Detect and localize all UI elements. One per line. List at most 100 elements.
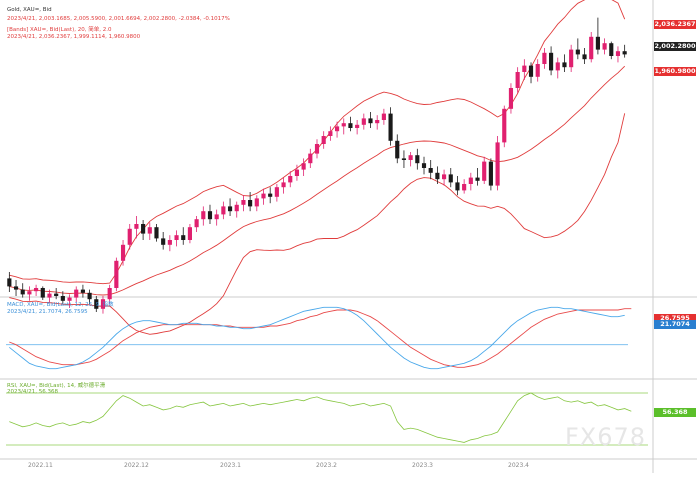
candle-body: [455, 182, 460, 191]
candle-body: [141, 224, 146, 234]
candle-body: [174, 235, 179, 240]
candle-body: [368, 118, 373, 124]
candle-body: [27, 291, 32, 295]
candle-body: [120, 244, 126, 261]
candle-body: [609, 43, 614, 56]
candle-body: [508, 88, 514, 109]
candle-body: [321, 136, 326, 144]
lower-band-tag: 1,960.9800: [654, 67, 696, 76]
candle-body: [181, 235, 186, 240]
candle-body: [294, 169, 300, 176]
candle-body: [562, 62, 567, 68]
candle-body: [161, 238, 166, 245]
candle-body: [20, 289, 25, 295]
candle-body: [80, 289, 85, 293]
candle-body: [100, 299, 106, 309]
candle-body: [348, 123, 353, 128]
candle-body: [207, 211, 213, 220]
candle-body: [549, 52, 554, 71]
candle-body: [515, 72, 520, 88]
candle-body: [234, 204, 239, 212]
main-title: Gold, XAU=, Bid: [7, 7, 52, 13]
candle-body: [281, 182, 286, 188]
candle-body: [589, 36, 594, 60]
candle-body: [13, 286, 19, 290]
candle-body: [261, 193, 266, 199]
candle-body: [154, 227, 159, 239]
candle-body: [602, 43, 607, 50]
macd-line: [9, 306, 625, 370]
bollinger-lower-line: [9, 113, 626, 335]
candle-body: [314, 144, 320, 154]
candle-body: [582, 54, 587, 60]
candle-body: [254, 198, 259, 207]
candle-body: [147, 227, 152, 234]
date-tick-label: 2023.4: [508, 462, 529, 469]
candle-body: [227, 206, 233, 212]
candle-body: [87, 292, 92, 300]
candle-body: [475, 177, 480, 181]
candle-body: [274, 187, 279, 197]
candle-body: [74, 289, 79, 298]
candle-body: [34, 288, 39, 292]
macd-signal-line: [9, 308, 632, 368]
macd-title: MACD, XAU=, Bid(Last), 12, 26, 9, 指数: [7, 302, 114, 308]
candle-body: [388, 113, 393, 141]
rsi-line: [9, 392, 632, 443]
candle-body: [107, 288, 112, 300]
candle-body: [468, 177, 473, 184]
candle-body: [194, 219, 199, 228]
candle-body: [328, 131, 333, 136]
candle-body: [54, 293, 59, 296]
watermark: FX678: [565, 423, 647, 451]
candle-body: [375, 120, 380, 124]
candle-body: [462, 184, 467, 191]
macd-values: 2023/4/21, 21.7074, 26.7595: [7, 309, 88, 315]
candle-body: [334, 126, 340, 132]
candle-body: [415, 155, 420, 164]
candle-body: [528, 65, 534, 77]
rsi-title: RSI, XAU=, Bid(Last), 14, 威尔德平滑: [7, 383, 106, 389]
candle-body: [94, 299, 99, 309]
candle-body: [248, 200, 253, 207]
candle-body: [615, 51, 621, 56]
candle-body: [40, 288, 45, 298]
candle-body: [381, 113, 386, 120]
candle-body: [442, 174, 447, 180]
bbands-title: [Bands] XAU=, Bid(Last), 20, 简单, 2.0: [7, 27, 112, 33]
candle-body: [127, 228, 132, 245]
candle-body: [569, 49, 574, 68]
candle-body: [167, 240, 172, 245]
candle-body: [214, 214, 219, 220]
bbands-values: 2023/4/21, 2,036.2367, 1,999.1114, 1,960…: [7, 34, 141, 40]
candle-body: [201, 211, 206, 220]
candle-body: [241, 200, 246, 205]
candle-body: [435, 172, 440, 180]
rsi-tag: 56.368: [654, 408, 696, 417]
upper-band-tag: 2,036.2367: [654, 20, 696, 29]
candle-body: [522, 65, 527, 72]
candle-body: [595, 36, 600, 50]
macd-signal-tag: 26.7595: [654, 314, 696, 323]
candle-body: [542, 52, 547, 64]
candle-body: [268, 193, 273, 197]
candle-body: [355, 124, 360, 128]
candle-body: [488, 161, 493, 186]
candle-body: [308, 153, 313, 164]
candle-body: [301, 163, 306, 170]
close-price-tag: 2,002.2800: [654, 42, 696, 51]
date-tick-label: 2022.11: [28, 462, 53, 469]
candle-body: [395, 140, 400, 159]
macd-line-tag: 21.7074: [654, 320, 696, 329]
candle-body: [7, 278, 12, 287]
candle-body: [401, 158, 407, 160]
candle-body: [114, 260, 119, 288]
bollinger-middle-line: [9, 65, 626, 296]
rsi-values: 2023/4/21, 56.368: [7, 389, 58, 395]
candle-body: [67, 297, 72, 301]
candle-body: [482, 161, 487, 181]
candle-body: [495, 142, 500, 186]
candle-body: [622, 51, 627, 55]
